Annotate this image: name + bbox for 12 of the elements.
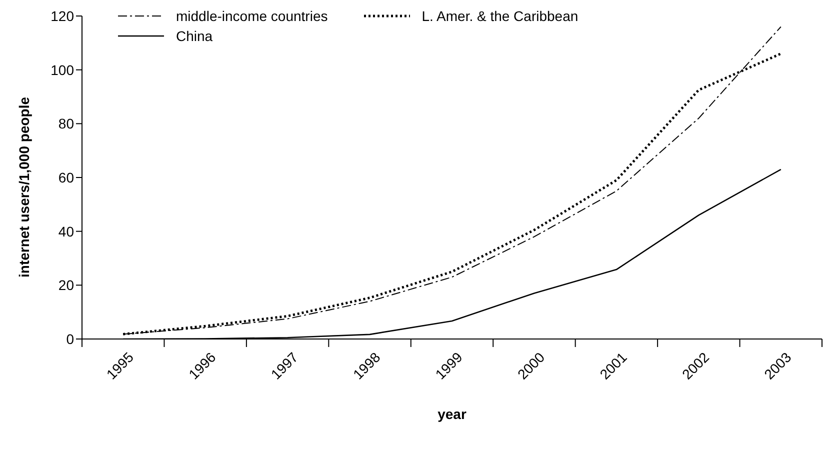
y-tick-label: 20 <box>58 277 74 294</box>
y-axis-title: internet users/1,000 people <box>16 96 32 278</box>
y-tick-label: 0 <box>66 330 74 347</box>
y-tick-label: 60 <box>58 169 74 186</box>
legend-label: middle-income countries <box>176 8 328 24</box>
y-tick-label: 120 <box>50 8 74 24</box>
legend-label: China <box>176 28 213 44</box>
y-tick-label: 40 <box>58 223 74 240</box>
y-tick-label: 80 <box>58 116 74 132</box>
legend-label: L. Amer. & the Caribbean <box>422 8 578 24</box>
y-tick-label: 100 <box>50 62 74 78</box>
x-axis-title: year <box>438 406 467 422</box>
